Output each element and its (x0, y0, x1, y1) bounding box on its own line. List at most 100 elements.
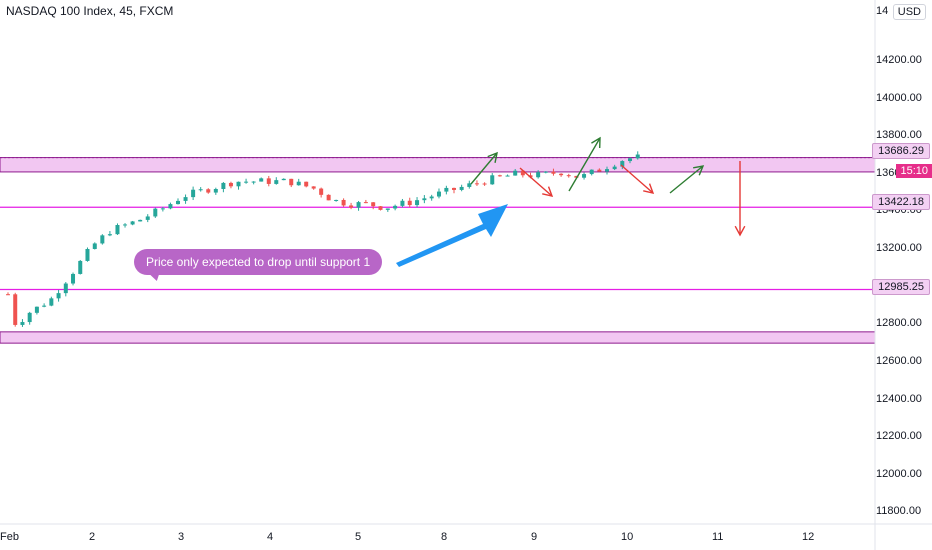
candle-body (259, 178, 264, 182)
candle-body (393, 205, 398, 209)
x-tick-label: 8 (441, 531, 448, 543)
projection-arrow-up-head (487, 151, 498, 163)
y-tick-label: 12800.00 (876, 317, 922, 330)
candle-body (582, 174, 587, 178)
candle-body (326, 194, 331, 201)
candle-body (92, 243, 97, 249)
projection-arrow-up (568, 137, 601, 192)
y-tick-label: 14200.00 (876, 53, 922, 66)
candle-body (319, 188, 324, 195)
y-tick-label: 12600.00 (876, 354, 922, 367)
resistance-zone (0, 157, 876, 173)
candle-body (551, 171, 556, 174)
candle-body (497, 175, 502, 177)
big-blue-arrow (396, 204, 508, 267)
candle-body (281, 178, 286, 181)
candle-body (213, 188, 218, 193)
candle-body (191, 189, 196, 198)
candle-body (356, 202, 361, 208)
projection-arrow-down (519, 167, 553, 197)
candle-body (444, 187, 449, 192)
candle-body (138, 219, 143, 222)
x-tick-label: 9 (531, 531, 538, 543)
candle-body (452, 187, 456, 190)
candle-body (34, 306, 39, 313)
projection-arrow-down-head (734, 225, 746, 237)
x-tick-label: 3 (178, 531, 185, 543)
candle-body (341, 199, 346, 206)
candle-body (244, 181, 249, 183)
candle-body (6, 294, 10, 296)
x-tick-label: 10 (621, 531, 634, 543)
candle-body (334, 199, 339, 201)
support-zone (0, 331, 876, 344)
candle-body (543, 171, 548, 173)
projection-arrow-up (669, 165, 704, 194)
candle-body (266, 178, 271, 184)
candle-body (236, 181, 241, 187)
candle-body (474, 183, 479, 185)
candle-body (85, 248, 90, 261)
candle-body (415, 200, 420, 206)
candle-body (198, 189, 203, 191)
candle-body (274, 180, 279, 184)
candle-body (378, 206, 383, 210)
candle-body (620, 161, 625, 167)
candle-body (536, 172, 541, 178)
currency-button[interactable]: USD (892, 4, 926, 20)
y-tick-label: 14000.00 (876, 91, 922, 104)
candle-body (13, 294, 18, 325)
x-tick-label: 12 (802, 531, 815, 543)
candle-body (228, 182, 233, 187)
candle-body (221, 182, 226, 189)
projection-arrow-up (470, 152, 498, 185)
candle-body (459, 186, 464, 190)
candle-body (63, 283, 68, 294)
candle-body (251, 181, 256, 183)
candle-body (304, 181, 309, 187)
candle-body (115, 225, 120, 235)
projection-arrow-down (620, 164, 654, 194)
candle-body (628, 158, 633, 162)
candle-body (183, 197, 188, 201)
candle-body (566, 175, 571, 177)
candle-body (107, 234, 112, 236)
candle-body (168, 204, 173, 209)
candle-body (400, 200, 405, 206)
candle-body (153, 208, 158, 217)
y-tick-label: 13800.00 (876, 129, 922, 142)
candle-body (100, 235, 105, 244)
y-tick-label: 13200.00 (876, 242, 922, 255)
candle-body (589, 169, 594, 175)
annotation-callout[interactable]: Price only expected to drop until suppor… (134, 249, 383, 275)
candle-body (407, 200, 412, 206)
candle-body (612, 166, 617, 170)
x-tick-label: Feb (0, 531, 19, 543)
candle-body (597, 169, 602, 172)
candle-body (56, 293, 61, 299)
x-tick-label: 11 (712, 531, 724, 543)
candle-body (363, 202, 368, 204)
projection-arrow-up-head (693, 165, 705, 176)
candle-body (574, 175, 579, 178)
candle-body (520, 170, 525, 176)
candle-body (349, 205, 354, 208)
candle-body (422, 198, 427, 201)
candle-body (78, 260, 83, 274)
candle-body (160, 208, 165, 210)
candle-body (528, 175, 533, 178)
candle-body (130, 221, 135, 225)
y-tick-label: 11800.00 (876, 505, 922, 518)
candle-body (289, 178, 294, 186)
bar-countdown-timer: 15:10 (896, 164, 932, 178)
projection-arrow-up-head (591, 136, 601, 149)
candle-body (206, 189, 211, 193)
candle-body (559, 173, 564, 176)
support2-price-tag: 12985.25 (872, 279, 930, 295)
candle-body (429, 196, 434, 199)
candle-body (175, 200, 180, 205)
support1-price-tag: 13422.18 (872, 194, 930, 210)
candle-body (311, 186, 316, 189)
projection-arrow-down-head (542, 186, 554, 197)
